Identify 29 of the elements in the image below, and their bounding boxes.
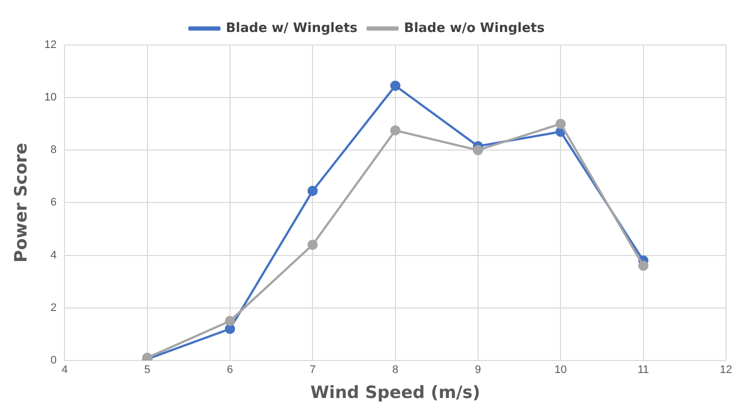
x-tick-label: 4 xyxy=(62,364,68,376)
point xyxy=(390,80,400,91)
x-tick-label: 9 xyxy=(474,364,482,376)
point xyxy=(224,316,236,326)
y-axis-title: Power Score xyxy=(12,142,32,262)
x-tick-label: 6 xyxy=(226,364,234,376)
y-tick-label: 4 xyxy=(50,249,57,262)
y-tick-label: 2 xyxy=(50,302,57,314)
point xyxy=(308,186,318,196)
x-tick-label: 7 xyxy=(310,364,316,376)
y-tick-label: 6 xyxy=(50,196,57,209)
legend-label: Blade w/ Winglets xyxy=(226,20,358,36)
y-tick-label: 0 xyxy=(50,354,57,366)
point xyxy=(472,145,484,156)
y-tick-label: 12 xyxy=(44,39,57,52)
y-tick-label: 10 xyxy=(44,92,57,104)
x-tick-label: 10 xyxy=(554,364,567,376)
point xyxy=(224,324,236,334)
point xyxy=(308,240,318,250)
x-axis-title: Wind Speed (m/s) xyxy=(310,383,480,404)
legend-label: Blade w/o Winglets xyxy=(404,20,545,36)
y-tick-label: 8 xyxy=(50,144,57,156)
point xyxy=(556,118,566,129)
point xyxy=(638,260,648,271)
x-tick-label: 8 xyxy=(392,364,398,376)
x-tick-label: 5 xyxy=(144,364,150,376)
point xyxy=(390,125,400,136)
x-tick-label: 12 xyxy=(720,364,732,376)
x-tick-label: 11 xyxy=(638,364,650,376)
